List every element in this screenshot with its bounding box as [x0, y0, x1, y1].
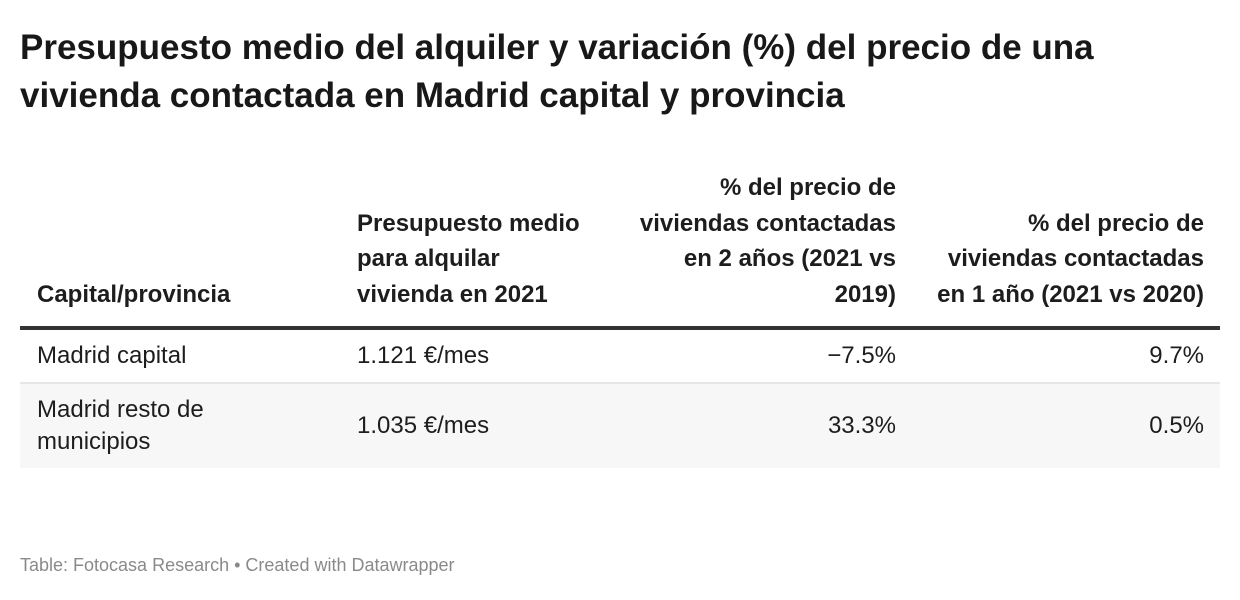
cell-region: Madrid capital: [20, 328, 340, 384]
source-footer: Table: Fotocasa Research • Created with …: [20, 555, 455, 575]
cell-presupuesto: 1.121 €/mes: [340, 328, 600, 384]
cell-variacion-2-anos: 33.3%: [600, 383, 912, 468]
column-header-capital-provincia[interactable]: Capital/provincia: [20, 170, 340, 330]
cell-variacion-2-anos: −7.5%: [600, 328, 912, 384]
page-title: Presupuesto medio del alquiler y variaci…: [20, 28, 1094, 115]
column-header-variacion-2-anos[interactable]: % del precio de viviendas contactadas en…: [600, 170, 912, 330]
cell-region: Madrid resto de municipios: [20, 383, 340, 468]
table-row: Madrid capital 1.121 €/mes −7.5% 9.7%: [20, 328, 1220, 384]
header-row: Capital/provincia Presupuesto medio para…: [20, 170, 1220, 330]
table-row: Madrid resto de municipios 1.035 €/mes 3…: [20, 383, 1220, 468]
cell-variacion-1-ano: 9.7%: [912, 328, 1220, 384]
cell-presupuesto: 1.035 €/mes: [340, 383, 600, 468]
data-table: Capital/provincia Presupuesto medio para…: [20, 170, 1220, 468]
column-header-presupuesto[interactable]: Presupuesto medio para alquilar vivienda…: [340, 170, 600, 330]
column-header-variacion-1-ano[interactable]: % del precio de viviendas contactadas en…: [912, 170, 1220, 330]
cell-variacion-1-ano: 0.5%: [912, 383, 1220, 468]
